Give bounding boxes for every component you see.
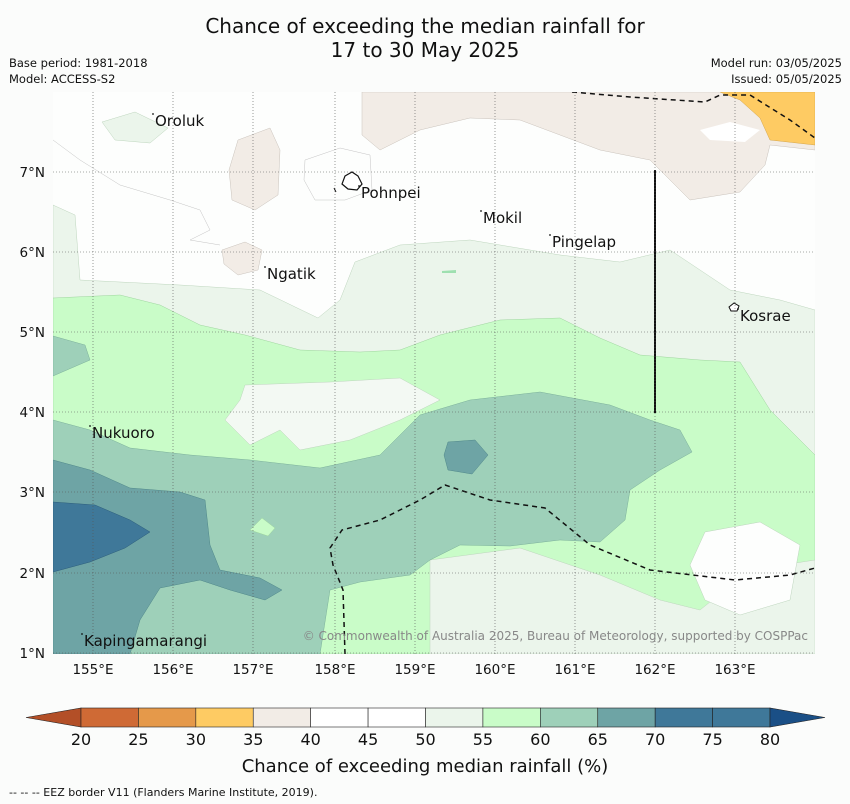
colorbar-tick-label: 65 bbox=[587, 730, 608, 749]
place-label-ngatik: Ngatik bbox=[267, 265, 316, 283]
longitude-label: 160°E bbox=[474, 662, 515, 678]
colorbar-high-arrow bbox=[769, 707, 826, 728]
colorbar-tick-label: 45 bbox=[357, 730, 379, 749]
colorbar-segment bbox=[80, 707, 139, 728]
eez-border-south bbox=[329, 484, 815, 654]
colorbar-low-arrow bbox=[25, 707, 82, 728]
contour-40-45-patch2 bbox=[221, 241, 263, 276]
colorbar-tick-label: 25 bbox=[128, 730, 149, 749]
colorbar-segment bbox=[252, 707, 311, 728]
place-marker bbox=[480, 210, 482, 212]
contour-70-75 bbox=[53, 459, 283, 654]
longitude-label: 163°E bbox=[714, 662, 755, 678]
contour-40-45-patch1 bbox=[228, 127, 281, 211]
colorbar-tick-label: 35 bbox=[243, 730, 264, 749]
latitude-label: 4°N bbox=[20, 405, 45, 421]
colorbar-tick-label: 60 bbox=[530, 730, 551, 749]
place-label-mokil: Mokil bbox=[483, 209, 522, 227]
colorbar-segment bbox=[597, 707, 656, 728]
model-run: Model run: 03/05/2025 bbox=[710, 56, 842, 70]
axis-labels: 155°E 156°E 157°E 158°E 159°E 160°E 161°E 162°E… bbox=[20, 165, 756, 678]
place-label-nukuoro: Nukuoro bbox=[92, 424, 155, 442]
longitude-label: 157°E bbox=[232, 662, 273, 678]
place-marker bbox=[89, 425, 91, 427]
colorbar-tick-label: 30 bbox=[185, 730, 206, 749]
place-marker bbox=[358, 185, 360, 187]
longitude-label: 159°E bbox=[394, 662, 435, 678]
place-label-kosrae: Kosrae bbox=[740, 307, 791, 325]
contour-35-40 bbox=[719, 92, 815, 146]
colorbar bbox=[25, 707, 826, 728]
title-line-1: Chance of exceeding the median rainfall … bbox=[205, 14, 645, 38]
place-marker bbox=[81, 633, 83, 635]
place-marker bbox=[549, 234, 551, 236]
eez-border-north bbox=[571, 92, 815, 139]
colorbar-tick-label: 75 bbox=[702, 730, 723, 749]
place-marker bbox=[737, 308, 739, 310]
colorbar-tick-label: 80 bbox=[759, 730, 781, 749]
right-metadata: Model run: 03/05/2025 Issued: 05/05/2025 bbox=[711, 55, 842, 87]
colorbar-segment bbox=[310, 707, 369, 728]
latitude-label: 3°N bbox=[20, 485, 45, 501]
latitude-label: 2°N bbox=[20, 566, 45, 582]
place-labels: Oroluk Pohnpei Mokil Pingelap Ngatik Kosrae Nu… bbox=[81, 112, 791, 650]
issued-date: Issued: 05/05/2025 bbox=[731, 72, 842, 86]
base-period: Base period: 1981-2018 bbox=[9, 56, 148, 70]
pohnpei-island bbox=[341, 171, 363, 191]
colorbar-segment bbox=[138, 707, 197, 728]
longitude-label: 162°E bbox=[634, 662, 675, 678]
colorbar-tick-label: 20 bbox=[70, 730, 92, 749]
latitude-label: 7°N bbox=[20, 165, 45, 181]
colorbar-tick-label: 70 bbox=[644, 730, 666, 749]
probability-contours bbox=[53, 92, 815, 654]
gridlines bbox=[53, 92, 815, 654]
title-line-2: 17 to 30 May 2025 bbox=[330, 38, 520, 62]
colorbar-segment bbox=[654, 707, 713, 728]
longitude-label: 158°E bbox=[314, 662, 355, 678]
place-label-pohnpei: Pohnpei bbox=[361, 184, 421, 202]
map-title: Chance of exceeding the median rainfall … bbox=[0, 14, 850, 62]
colorbar-title: Chance of exceeding median rainfall (%) bbox=[241, 756, 609, 777]
colorbar-segment bbox=[540, 707, 599, 728]
copyright-notice: © Commonwealth of Australia 2025, Bureau… bbox=[303, 629, 808, 643]
eez-footnote: -- -- -- EEZ border V11 (Flanders Marine… bbox=[9, 786, 318, 799]
colorbar-tick-label: 55 bbox=[472, 730, 494, 749]
model-name: Model: ACCESS-S2 bbox=[9, 72, 116, 86]
place-marker bbox=[152, 113, 154, 115]
place-label-kapingamarangi: Kapingamarangi bbox=[84, 632, 207, 650]
longitude-label: 161°E bbox=[554, 662, 595, 678]
colorbar-segment bbox=[425, 707, 484, 728]
latitude-label: 1°N bbox=[20, 646, 45, 662]
latitude-label: 6°N bbox=[20, 245, 45, 261]
longitude-label: 156°E bbox=[152, 662, 193, 678]
colorbar-segment bbox=[367, 707, 426, 728]
place-label-oroluk: Oroluk bbox=[155, 112, 204, 130]
colorbar-segment bbox=[712, 707, 771, 728]
colorbar-tick-label: 40 bbox=[300, 730, 321, 749]
place-label-pingelap: Pingelap bbox=[552, 233, 616, 251]
latitude-label: 5°N bbox=[20, 325, 45, 341]
colorbar-segment bbox=[195, 707, 254, 728]
colorbar-tick-label: 50 bbox=[415, 730, 436, 749]
contour-75-80 bbox=[53, 501, 151, 573]
place-marker bbox=[264, 266, 266, 268]
left-metadata: Base period: 1981-2018 Model: ACCESS-S2 bbox=[9, 55, 148, 87]
colorbar-segment bbox=[482, 707, 541, 728]
contour-40-45-north bbox=[361, 92, 815, 201]
longitude-label: 155°E bbox=[72, 662, 113, 678]
